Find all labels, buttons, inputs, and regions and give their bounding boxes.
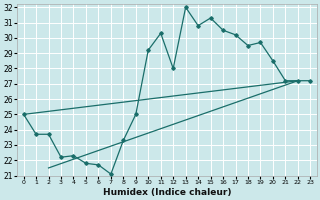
X-axis label: Humidex (Indice chaleur): Humidex (Indice chaleur)	[103, 188, 231, 197]
